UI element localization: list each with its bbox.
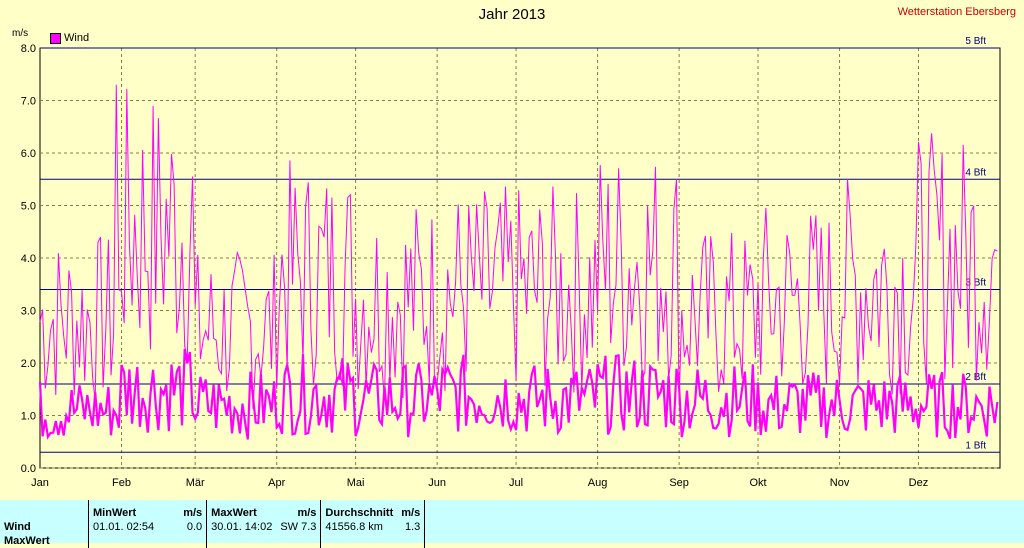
- max-date: 30.01. 14:02: [206, 520, 277, 534]
- x-tick-label: Dez: [909, 477, 929, 489]
- y-tick-label: 6.0: [21, 148, 36, 160]
- station-name: Wetterstation Ebersberg: [897, 6, 1016, 18]
- y-tick-label: 4.0: [21, 253, 36, 265]
- legend: Wind: [50, 32, 89, 44]
- min-value: 0.0: [186, 521, 203, 533]
- y-axis-unit: m/s: [12, 28, 29, 39]
- y-tick-label: 2.0: [21, 358, 36, 370]
- beaufort-label: 1 Bft: [965, 440, 986, 451]
- avg-value: 1.3: [404, 521, 421, 533]
- x-tick-label: Nov: [830, 477, 850, 489]
- y-tick-label: 7.0: [21, 96, 36, 108]
- x-tick-label: Feb: [112, 477, 131, 489]
- beaufort-label: 3 Bft: [965, 278, 986, 289]
- y-tick-label: 1.0: [21, 411, 36, 423]
- min-date: 01.01. 02:54: [88, 520, 159, 534]
- row-label: MaxWert: [4, 535, 50, 547]
- max-header: MaxWert: [206, 500, 277, 520]
- beaufort-label: 5 Bft: [965, 36, 986, 47]
- x-tick-label: Jun: [428, 477, 446, 489]
- min-header: MinWert: [88, 500, 159, 520]
- min-unit: m/s: [183, 507, 203, 519]
- x-tick-label: Jan: [31, 477, 49, 489]
- series-wind-mean: [38, 348, 999, 440]
- x-tick-label: Mai: [347, 477, 365, 489]
- y-tick-label: 0.0: [21, 463, 36, 475]
- avg-unit: m/s: [401, 507, 421, 519]
- x-tick-label: Aug: [588, 477, 608, 489]
- y-tick-label: 3.0: [21, 306, 36, 318]
- x-tick-label: Mär: [186, 477, 205, 489]
- chart-title: Jahr 2013: [478, 6, 546, 23]
- x-tick-label: Sep: [669, 477, 689, 489]
- max-unit: m/s: [297, 507, 317, 519]
- legend-label: Wind: [64, 32, 90, 44]
- wind-chart: 0.0 1.0 2.0 3.0 4.0 5.0 6.0 7.0 8.0 Jan Feb Mär Apr M…: [21, 36, 1001, 489]
- x-tick-label: Jul: [509, 477, 523, 489]
- series-wind-max: [39, 84, 998, 409]
- legend-swatch: [50, 32, 61, 44]
- max-value: SW 7.3: [280, 521, 317, 533]
- avg-distance: 41556.8 km: [320, 520, 398, 534]
- avg-header: Durchschnitt: [320, 500, 398, 520]
- y-tick-label: 8.0: [21, 43, 36, 55]
- row-label: Wind: [4, 521, 31, 533]
- y-tick-label: 5.0: [21, 201, 36, 213]
- x-tick-label: Okt: [749, 477, 766, 489]
- stats-panel: MinWert m/s MaxWert m/s Durchschnitt m/s…: [0, 500, 1024, 548]
- x-tick-label: Apr: [268, 477, 285, 489]
- beaufort-label: 4 Bft: [965, 167, 986, 178]
